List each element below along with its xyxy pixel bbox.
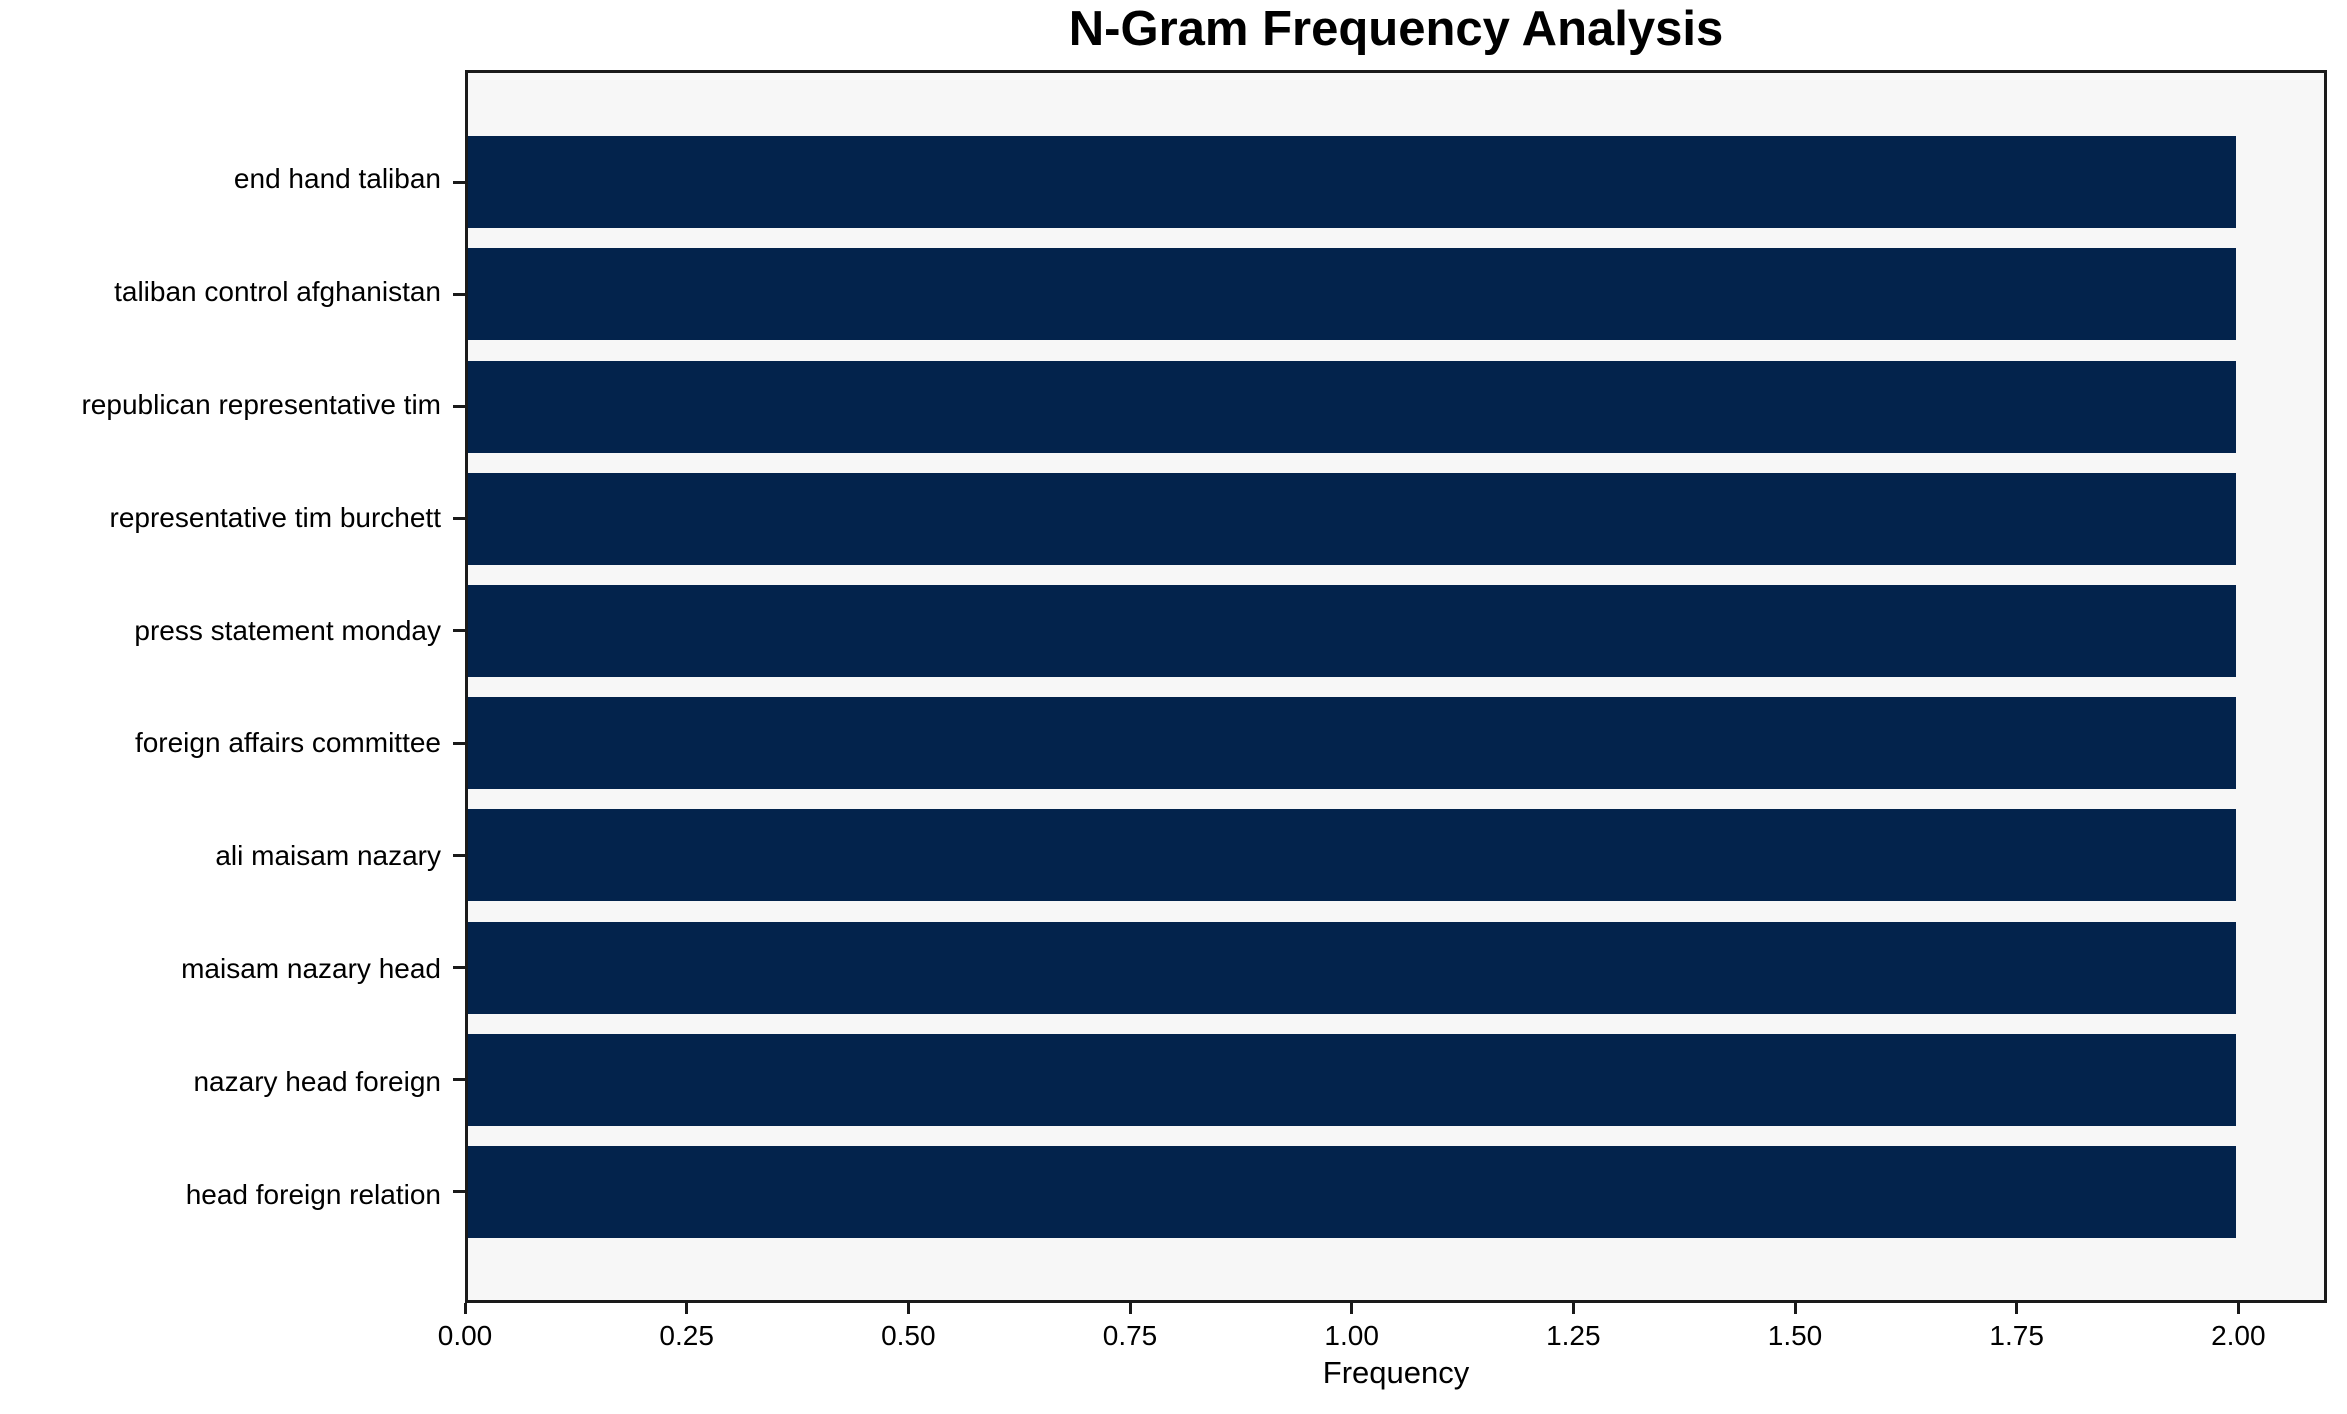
bar-row: [453, 126, 2324, 238]
y-tick-mark: [453, 1190, 465, 1194]
x-tick-label: 1.75: [1989, 1320, 2044, 1351]
bar-row: [453, 575, 2324, 687]
x-tick-label: 0.25: [659, 1320, 714, 1351]
y-tick-mark: [453, 629, 465, 633]
y-label: end hand taliban: [233, 163, 441, 195]
bar: [468, 136, 2236, 229]
y-tick-mark: [453, 180, 465, 184]
y-label-row: head foreign relation: [0, 1138, 441, 1251]
bar-row: [453, 687, 2324, 799]
y-tick-mark: [453, 405, 465, 408]
bar: [468, 584, 2236, 677]
bar: [468, 1033, 2236, 1126]
y-tick-mark: [453, 966, 465, 970]
y-label: republican representative tim: [81, 388, 441, 420]
bar-row: [453, 911, 2324, 1023]
bar-row: [453, 238, 2324, 350]
x-tick-label: 0.00: [437, 1320, 493, 1351]
bar-row: [453, 463, 2324, 575]
y-label-row: end hand taliban: [0, 123, 441, 236]
bar-row: [453, 799, 2324, 911]
y-tick-mark: [453, 1078, 465, 1082]
y-tick-mark: [453, 292, 465, 296]
y-tick-mark: [453, 853, 465, 857]
bar-row: [453, 1136, 2324, 1248]
y-label: nazary head foreign: [193, 1065, 441, 1097]
x-tick-mark: [906, 1303, 910, 1314]
y-label: ali maisam nazary: [215, 840, 441, 872]
x-tick-mark: [1793, 1303, 1797, 1314]
y-label-row: representative tim burchett: [0, 461, 442, 574]
x-tick-label: 1.50: [1767, 1320, 1823, 1351]
y-label: press statement monday: [134, 614, 441, 646]
bar-row: [453, 350, 2324, 462]
bar-row: [453, 1024, 2324, 1136]
x-tick-mark: [463, 1303, 467, 1314]
y-label-row: taliban control afghanistan: [0, 236, 441, 349]
y-axis-labels: end hand taliban taliban control afghanis…: [0, 70, 441, 1303]
y-tick-mark: [453, 517, 465, 521]
y-label: taliban control afghanistan: [114, 276, 441, 308]
x-tick-mark: [685, 1303, 689, 1314]
chart-title: N-Gram Frequency Analysis: [1068, 2, 1724, 56]
bar: [468, 360, 2236, 453]
x-tick-label: 1.00: [1324, 1320, 1379, 1351]
x-tick-mark: [1128, 1303, 1132, 1314]
x-axis: 0.00 0.25 0.50 0.75 1.00 1.25 1.50 1.75 2.00: [438, 1303, 2327, 1373]
y-label-row: maisam nazary head: [0, 913, 441, 1026]
x-tick-label: 1.25: [1546, 1320, 1601, 1351]
bar: [468, 1145, 2236, 1238]
bar-rows: [453, 126, 2324, 1248]
bar: [468, 472, 2236, 565]
y-label: representative tim burchett: [109, 501, 442, 533]
x-tick-label: 0.75: [1102, 1320, 1158, 1351]
y-label-row: ali maisam nazary: [0, 800, 441, 913]
x-tick-mark: [2236, 1303, 2240, 1314]
y-label: maisam nazary head: [181, 952, 441, 984]
y-label: foreign affairs committee: [134, 727, 441, 759]
y-label-row: foreign affairs committee: [0, 687, 441, 800]
x-axis-title: Frequency: [1322, 1355, 1470, 1390]
bar: [468, 921, 2236, 1014]
x-tick-label: 2.00: [2211, 1320, 2266, 1351]
y-label-row: republican representative tim: [0, 349, 441, 462]
x-tick-mark: [1350, 1303, 1354, 1314]
y-label: head foreign relation: [185, 1178, 441, 1210]
bar: [468, 248, 2236, 341]
y-label-row: press statement monday: [0, 574, 441, 687]
y-tick-mark: [453, 741, 465, 745]
y-label-row: nazary head foreign: [0, 1025, 441, 1138]
x-tick-mark: [1571, 1303, 1575, 1314]
x-tick-mark: [2015, 1303, 2019, 1314]
plot-area: [453, 70, 2327, 1303]
x-tick-label: 0.50: [881, 1320, 936, 1351]
bar: [468, 697, 2236, 790]
bar: [468, 809, 2236, 902]
